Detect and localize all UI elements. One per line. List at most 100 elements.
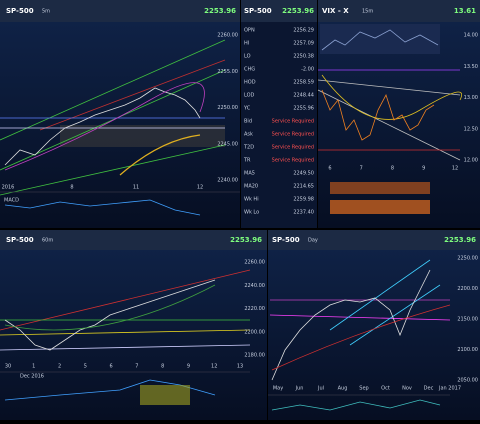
symbol: SP-500 xyxy=(244,7,272,15)
quote-value: Service Required xyxy=(272,158,314,164)
y-axis-label: 2220.00 xyxy=(244,306,265,312)
quote-label: OPN xyxy=(244,28,255,34)
quote-value: 2255.96 xyxy=(293,106,314,112)
x-axis-label: May xyxy=(273,386,283,392)
price: 2253.96 xyxy=(444,236,476,244)
quote-value: 2237.40 xyxy=(293,210,314,216)
y-axis-label: 2050.00 xyxy=(457,378,478,384)
panel-bottom-left xyxy=(0,230,267,420)
y-axis-label: 2150.00 xyxy=(457,317,478,323)
quote-value: 2214.65 xyxy=(293,184,314,190)
y-axis-label: 2100.00 xyxy=(457,347,478,353)
x-axis-label: 12 xyxy=(452,166,458,172)
quote-label: MA5 xyxy=(244,171,255,177)
x-axis-label: Nov xyxy=(402,386,412,392)
quote-value: Service Required xyxy=(272,132,314,138)
x-axis-label: 1 xyxy=(32,364,35,370)
panel-bottom-right xyxy=(268,230,480,420)
x-axis-label: 12 xyxy=(211,364,217,370)
x-axis-label: 8 xyxy=(161,364,164,370)
quote-value: 2250.38 xyxy=(293,54,314,60)
x-axis-label: 9 xyxy=(187,364,190,370)
quote-panel xyxy=(241,0,317,228)
interval: Day xyxy=(308,238,318,244)
symbol: SP-500 xyxy=(272,236,300,244)
y-axis-label: 13.50 xyxy=(464,64,478,70)
chart-drawing xyxy=(317,24,462,214)
quote-label: MA20 xyxy=(244,184,258,190)
y-axis-label: 2240.00 xyxy=(244,283,265,289)
x-axis-label: Dec xyxy=(424,386,434,392)
quote-label: Wk Hi xyxy=(244,197,259,203)
quote-label: HOD xyxy=(244,80,256,86)
y-axis-label: 2260.00 xyxy=(217,33,238,39)
y-axis-label: 13.00 xyxy=(464,95,478,101)
y-axis-label: 2180.00 xyxy=(244,353,265,359)
quote-value: 2258.59 xyxy=(293,80,314,86)
x-axis-label: Sep xyxy=(359,386,368,392)
chart-drawing xyxy=(0,269,251,405)
quote-value: -2.00 xyxy=(301,67,314,73)
x-axis-label: 9 xyxy=(422,166,425,172)
header-bar xyxy=(268,230,480,250)
x-axis-label: Jul xyxy=(317,386,324,392)
x-axis-label: 8 xyxy=(391,166,394,172)
interval: 60m xyxy=(42,238,53,244)
header-bar xyxy=(241,0,317,22)
x-axis-label: Oct xyxy=(381,386,390,392)
panel-top-left xyxy=(0,0,240,228)
x-axis-label: 5 xyxy=(84,364,87,370)
quote-label: Wk Lo xyxy=(244,210,259,216)
x-axis-label: Jan 2017 xyxy=(438,386,461,392)
quote-value: 2256.29 xyxy=(293,28,314,34)
y-axis-label: 2255.00 xyxy=(217,69,238,75)
y-axis-label: 12.50 xyxy=(464,126,478,132)
x-axis-label: 13 xyxy=(237,364,243,370)
header-bar xyxy=(0,230,267,250)
interval: 5m xyxy=(42,9,50,15)
quote-label: LOD xyxy=(244,93,255,99)
indicator-label: MACD xyxy=(4,198,19,204)
quote-label: CHG xyxy=(244,67,255,73)
x-axis-label: 2 xyxy=(58,364,61,370)
quote-label: TR xyxy=(243,158,251,164)
x-axis-label: 7 xyxy=(360,166,363,172)
x-axis-label: 2016 xyxy=(2,185,15,191)
x-axis-label: 7 xyxy=(135,364,138,370)
price: 2253.96 xyxy=(230,236,262,244)
quote-label: Ask xyxy=(244,132,253,138)
quote-label: LO xyxy=(244,54,251,60)
quote-label: YC xyxy=(243,106,251,112)
y-axis-label: 2200.00 xyxy=(244,329,265,335)
price: 2253.96 xyxy=(204,7,236,15)
y-axis-label: 12.00 xyxy=(464,158,478,164)
symbol: SP-500 xyxy=(6,236,34,244)
x-axis-label: 8 xyxy=(70,185,73,191)
y-axis-label: 2250.00 xyxy=(457,256,478,262)
quote-value: 2257.09 xyxy=(293,41,314,47)
quote-value: Service Required xyxy=(272,145,314,151)
x-axis-label: Jun xyxy=(295,386,304,392)
y-axis-label: 2245.00 xyxy=(217,141,238,147)
x-axis-label: 6 xyxy=(110,364,113,370)
y-axis-label: 2240.00 xyxy=(217,178,238,184)
x-axis-label: 11 xyxy=(133,185,139,191)
price: 2253.96 xyxy=(282,7,314,15)
y-axis-label: 14.00 xyxy=(464,33,478,39)
chart-drawing xyxy=(268,259,451,411)
quote-label: Bid xyxy=(244,119,252,125)
x-axis-label: 30 xyxy=(5,364,11,370)
quote-value: 2248.44 xyxy=(293,93,314,99)
interval: 15m xyxy=(362,9,373,15)
quote-value: 2259.98 xyxy=(293,197,314,203)
date-label: Dec 2016 xyxy=(20,374,44,380)
header-bar xyxy=(318,0,480,22)
quote-label: HI xyxy=(244,41,249,47)
quote-label: T2D xyxy=(243,145,254,151)
y-axis-label: 2260.00 xyxy=(244,260,265,266)
y-axis-label: 2200.00 xyxy=(457,286,478,292)
symbol: SP-500 xyxy=(6,7,34,15)
y-axis-label: 2250.00 xyxy=(217,105,238,111)
x-axis-label: 12 xyxy=(197,185,203,191)
chart-drawing xyxy=(0,39,240,216)
